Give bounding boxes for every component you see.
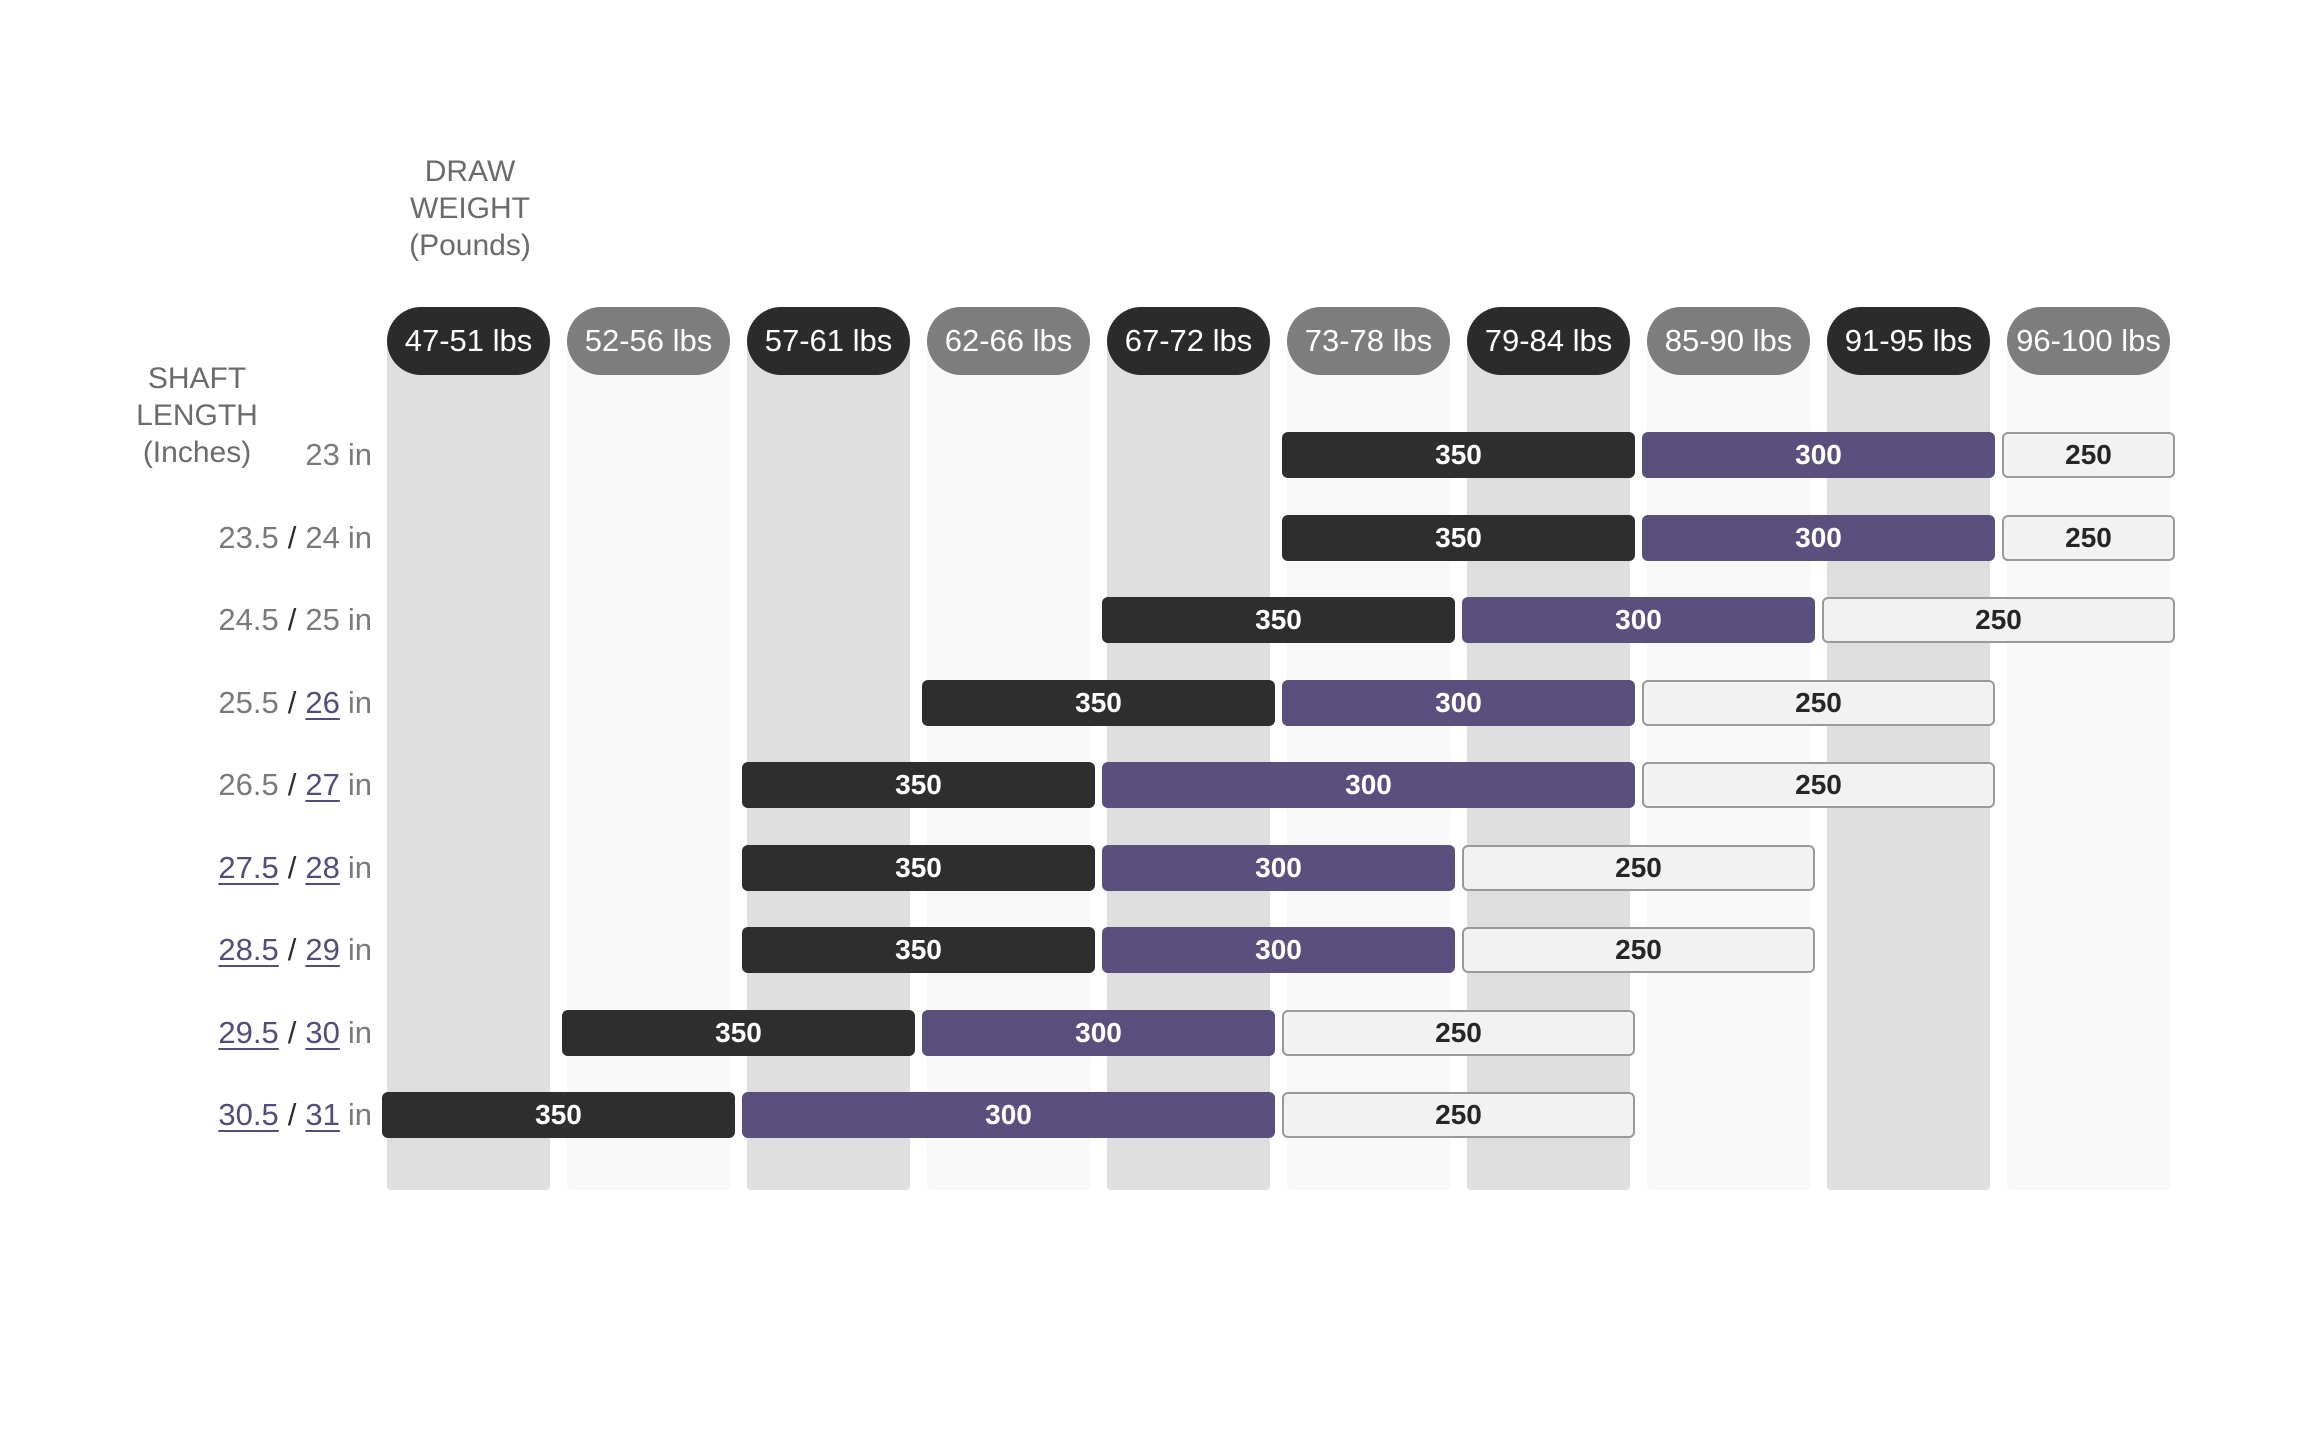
shaft-length-label: 26.5/27 in (218, 765, 372, 805)
shaft-length-label: 27.5/28 in (218, 848, 372, 888)
spine-350-bar: 350 (922, 679, 1275, 726)
shaft-length-axis-label: SHAFT LENGTH (Inches) (136, 362, 258, 469)
highlighted-length: 30.5 (218, 1097, 279, 1132)
length-separator: / (287, 519, 297, 555)
highlighted-length: 29.5 (218, 1014, 279, 1050)
weight-column-header: 79-84 lbs (1467, 307, 1630, 375)
weight-column-header: 52-56 lbs (567, 307, 730, 375)
length-value: 23 (305, 437, 340, 472)
spine-250-bar: 250 (2002, 514, 2175, 561)
length-unit: in (347, 519, 372, 555)
shaft-length-label: 24.5/25 in (218, 600, 372, 640)
highlighted-length: 30 (305, 1014, 340, 1050)
spine-350-bar: 350 (742, 844, 1095, 891)
weight-column-header: 57-61 lbs (747, 307, 910, 375)
length-separator: / (287, 1014, 297, 1050)
shaft-length-label: 23.5/24 in (218, 518, 372, 558)
spine-300-bar: 300 (1282, 679, 1635, 726)
shaft-length-label: 28.5/29 in (218, 930, 372, 970)
spine-350-bar: 350 (1282, 514, 1635, 561)
highlighted-length: 31 (305, 1097, 340, 1132)
shaft-length-label: 25.5/26 in (218, 683, 372, 723)
spine-300-bar: 300 (1102, 844, 1455, 891)
length-separator: / (287, 849, 297, 885)
length-unit: in (347, 437, 372, 472)
spine-250-bar: 250 (1642, 679, 1995, 726)
spine-350-bar: 350 (382, 1092, 735, 1138)
spine-250-bar: 250 (1282, 1092, 1635, 1138)
highlighted-length: 27.5 (218, 849, 279, 885)
length-separator: / (287, 1097, 297, 1132)
spine-250-bar: 250 (1462, 844, 1815, 891)
length-unit: in (347, 932, 372, 967)
shaft-length-label: 29.5/30 in (218, 1013, 372, 1053)
weight-column-header: 67-72 lbs (1107, 307, 1270, 375)
length-unit: in (347, 602, 372, 637)
highlighted-length: 26 (305, 684, 340, 720)
spine-350-bar: 350 (742, 762, 1095, 808)
spine-350-bar: 350 (1282, 432, 1635, 478)
length-separator: / (287, 602, 297, 637)
shaft-length-label: 23 in (305, 435, 372, 475)
length-value: 24.5 (218, 602, 279, 637)
length-value: 24 (305, 519, 340, 555)
spine-300-bar: 300 (1462, 597, 1815, 643)
length-value: 25 (305, 602, 340, 637)
length-value: 25.5 (218, 684, 279, 720)
weight-column-header: 73-78 lbs (1287, 307, 1450, 375)
highlighted-length: 28 (305, 849, 340, 885)
spine-250-bar: 250 (1282, 1009, 1635, 1056)
length-separator: / (287, 767, 297, 802)
spine-300-bar: 300 (1102, 927, 1455, 973)
length-unit: in (347, 767, 372, 802)
length-value: 23.5 (218, 519, 279, 555)
length-unit: in (347, 1014, 372, 1050)
shaft-length-label: 30.5/31 in (218, 1095, 372, 1135)
spine-250-bar: 250 (1822, 597, 2175, 643)
spine-350-bar: 350 (562, 1009, 915, 1056)
highlighted-length: 28.5 (218, 932, 279, 967)
weight-column-header: 47-51 lbs (387, 307, 550, 375)
weight-column-header: 85-90 lbs (1647, 307, 1810, 375)
highlighted-length: 27 (305, 767, 340, 802)
weight-column (567, 337, 730, 1190)
spine-300-bar: 300 (1102, 762, 1635, 808)
weight-column (2007, 337, 2170, 1190)
length-value: 26.5 (218, 767, 279, 802)
spine-300-bar: 300 (1642, 432, 1995, 478)
spine-350-bar: 350 (742, 927, 1095, 973)
spine-250-bar: 250 (2002, 432, 2175, 478)
spine-250-bar: 250 (1462, 927, 1815, 973)
length-unit: in (347, 849, 372, 885)
spine-250-bar: 250 (1642, 762, 1995, 808)
weight-column-header: 91-95 lbs (1827, 307, 1990, 375)
spine-300-bar: 300 (922, 1009, 1275, 1056)
weight-column-header: 62-66 lbs (927, 307, 1090, 375)
length-separator: / (287, 684, 297, 720)
weight-column (387, 337, 550, 1190)
spine-350-bar: 350 (1102, 597, 1455, 643)
draw-weight-axis-label: DRAW WEIGHT (Pounds) (409, 155, 531, 262)
weight-column-header: 96-100 lbs (2007, 307, 2170, 375)
length-unit: in (347, 1097, 372, 1132)
spine-300-bar: 300 (742, 1092, 1275, 1138)
length-separator: / (287, 932, 297, 967)
length-unit: in (347, 684, 372, 720)
highlighted-length: 29 (305, 932, 340, 967)
spine-300-bar: 300 (1642, 514, 1995, 561)
